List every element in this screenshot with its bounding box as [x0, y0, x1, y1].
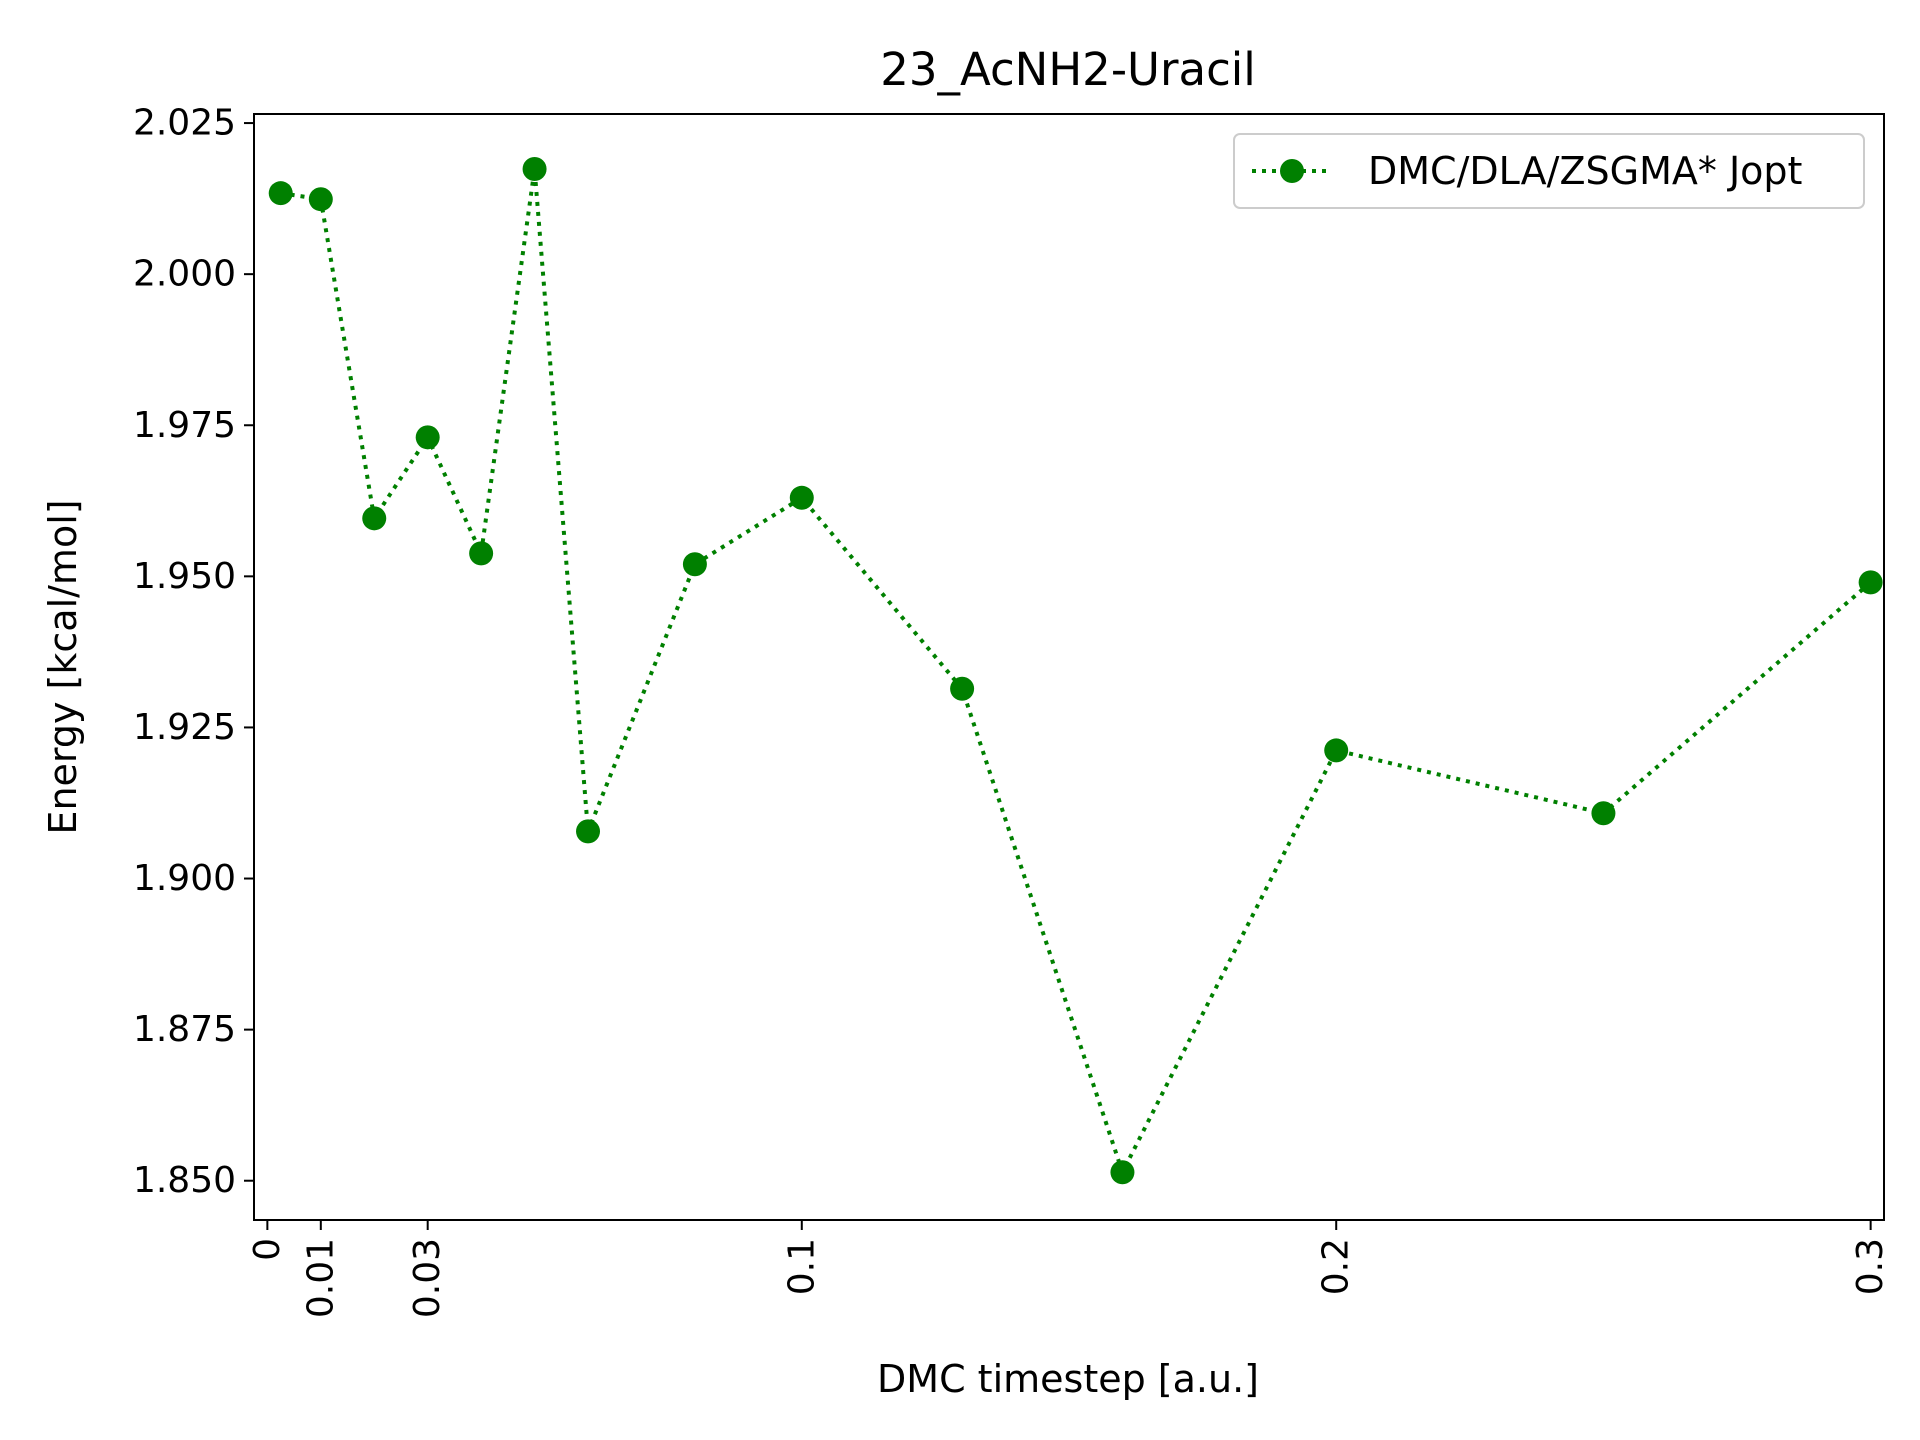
axes-frame	[253, 113, 1885, 1221]
chart-title: 23_AcNH2-Uracil	[880, 43, 1256, 96]
y-tick-label: 2.025	[133, 103, 236, 144]
data-point	[362, 506, 387, 531]
data-point	[1110, 1160, 1135, 1185]
y-tick-label: 1.950	[133, 556, 236, 597]
y-tick-label: 1.900	[133, 858, 236, 899]
y-tick-label: 1.875	[133, 1009, 236, 1050]
data-point	[415, 425, 440, 450]
x-tick-label: 0	[247, 1238, 288, 1261]
legend-box	[1233, 133, 1865, 209]
data-point	[576, 819, 601, 844]
data-point	[469, 541, 494, 566]
data-point	[522, 156, 547, 181]
legend: DMC/DLA/ZSGMA* Jopt	[1233, 133, 1865, 209]
x-axis-label: DMC timestep [a.u.]	[877, 1357, 1259, 1401]
y-tick-label: 1.925	[133, 707, 236, 748]
x-tick-label: 0.2	[1316, 1238, 1357, 1295]
data-point	[1858, 570, 1883, 595]
legend-label: DMC/DLA/ZSGMA* Jopt	[1368, 149, 1802, 193]
y-tick-label: 2.000	[133, 254, 236, 295]
x-tick-label: 0.3	[1850, 1238, 1891, 1295]
axis-ticks: 0 0.01 0.03 0.1 0.2 0.3 1.850 1.875 1.900 1.925 1.…	[133, 103, 1891, 1319]
data-point	[268, 181, 293, 206]
x-tick-label: 0.01	[300, 1238, 341, 1318]
data-point	[1591, 801, 1616, 826]
data-point	[950, 676, 975, 701]
x-tick-label: 0.03	[407, 1238, 448, 1318]
plot-area	[268, 156, 1883, 1185]
data-point	[1324, 738, 1349, 763]
data-point	[308, 187, 333, 212]
y-axis-label: Energy [kcal/mol]	[41, 499, 85, 834]
series-line	[280, 168, 1872, 1178]
x-tick-label: 0.1	[781, 1238, 822, 1295]
y-tick-label: 1.975	[133, 405, 236, 446]
y-tick-label: 1.850	[133, 1160, 236, 1201]
data-point	[789, 485, 814, 510]
data-point	[682, 552, 707, 577]
legend-marker	[1280, 159, 1304, 183]
